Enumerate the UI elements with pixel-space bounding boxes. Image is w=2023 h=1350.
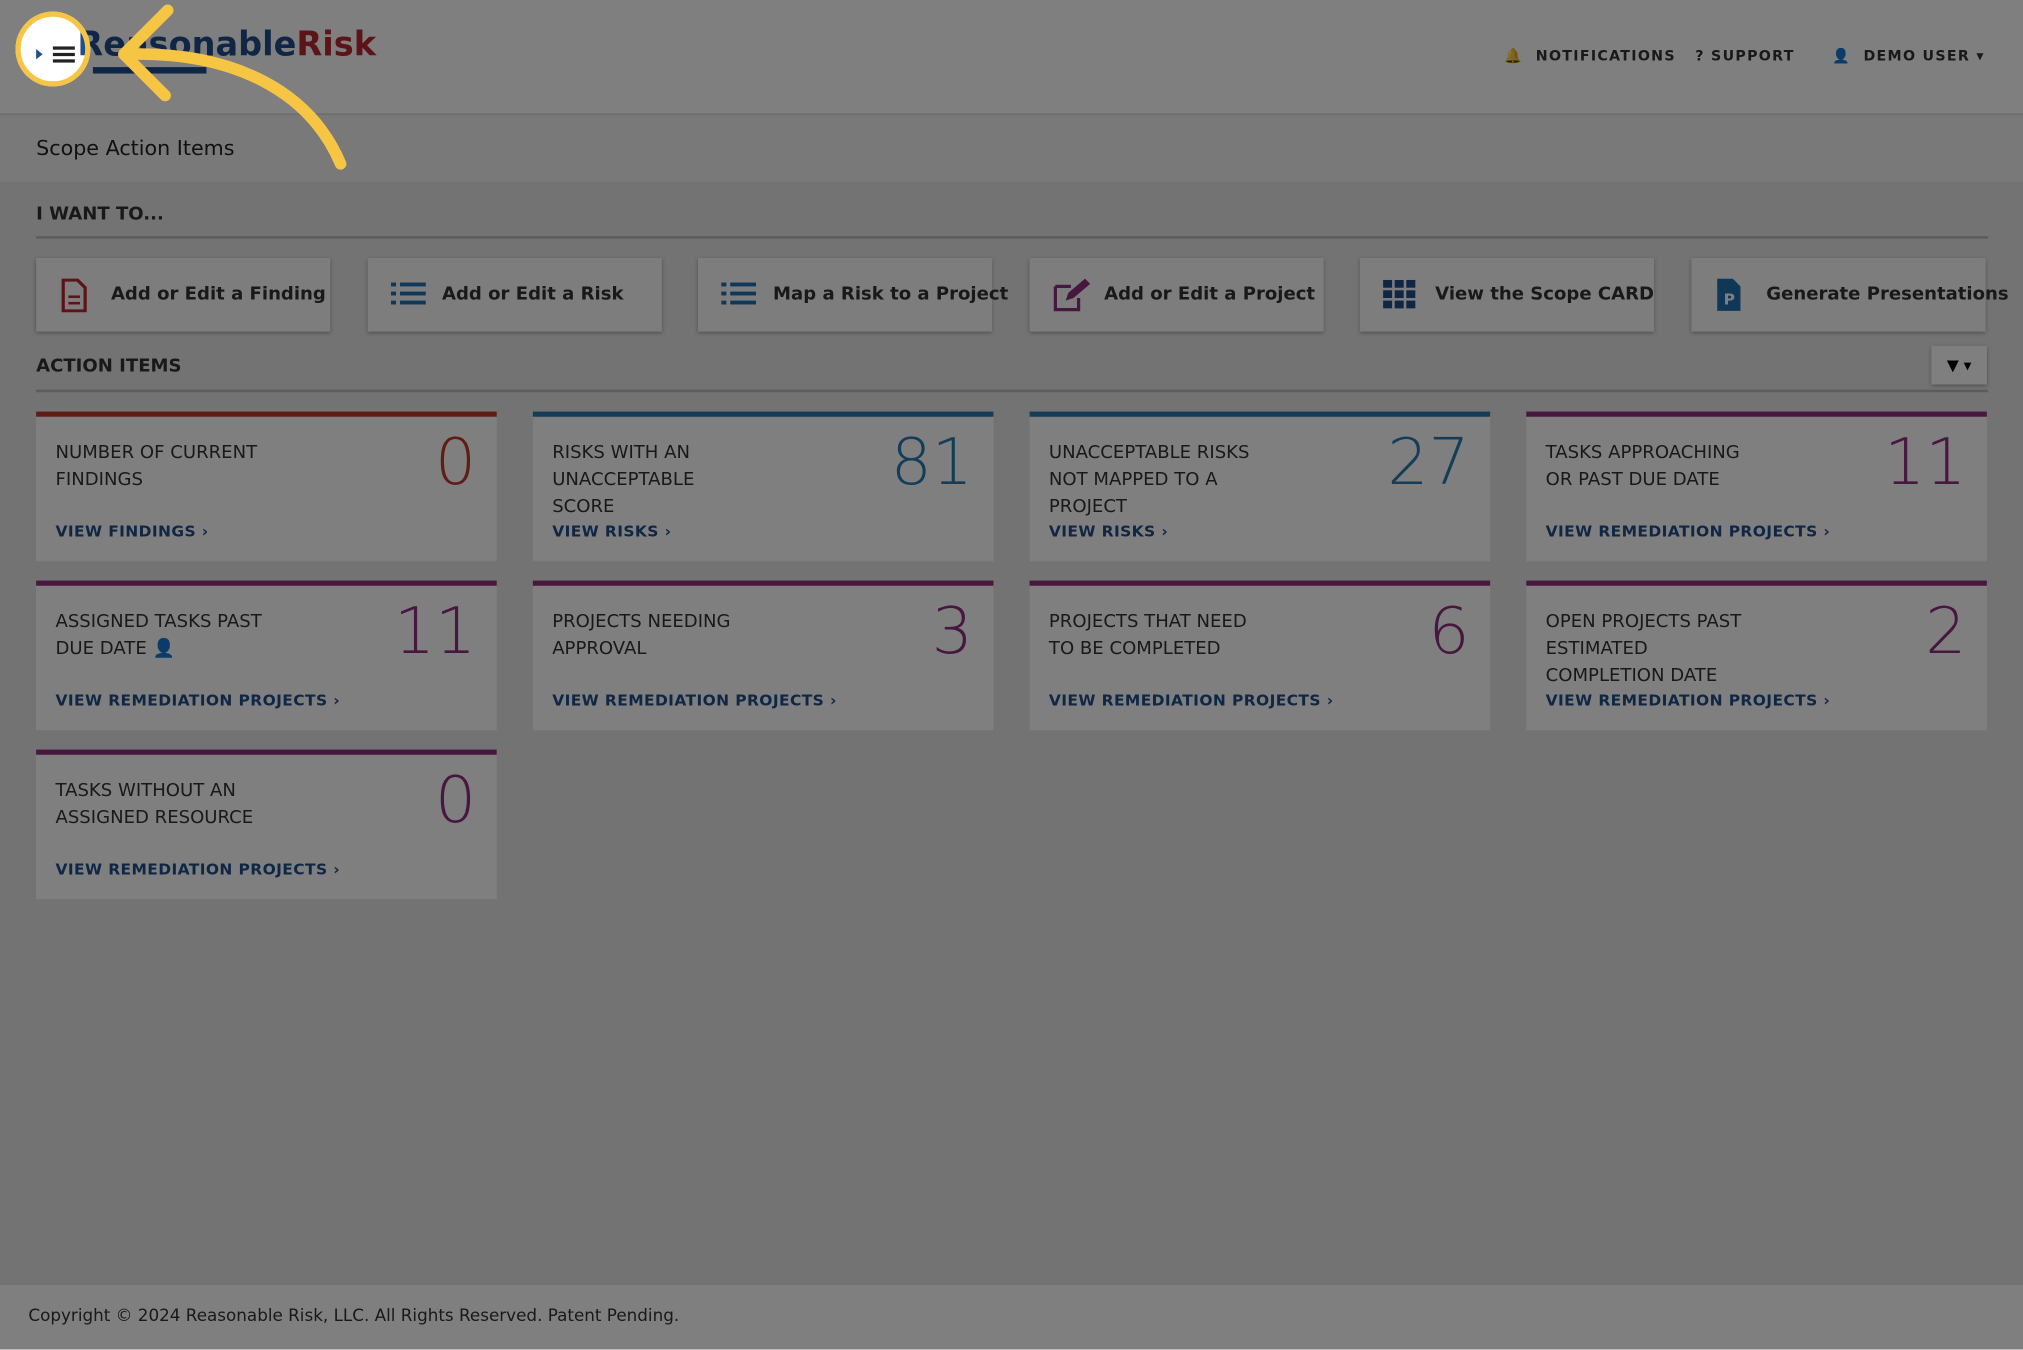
action-label: Add or Edit a Risk (442, 283, 624, 305)
link-text: VIEW REMEDIATION PROJECTS (55, 691, 328, 710)
action-button[interactable]: Add or Edit a Project (1029, 258, 1324, 332)
card-link[interactable]: VIEW REMEDIATION PROJECTS › (55, 861, 340, 879)
card-title: UNACCEPTABLE RISKS NOT MAPPED TO A PROJE… (1048, 442, 1250, 518)
card-link[interactable]: VIEW REMEDIATION PROJECTS › (55, 692, 340, 710)
logo-text: Risk (296, 25, 377, 65)
divider (36, 389, 1989, 393)
chevron: › (1155, 522, 1169, 541)
user-menu[interactable]: 👤 DEMO USER ▾ (1832, 47, 1985, 65)
chevron: › (1320, 691, 1334, 710)
link-text: VIEW REMEDIATION PROJECTS (1545, 691, 1818, 710)
card-link[interactable]: VIEW RISKS › (552, 523, 671, 541)
chevron: › (824, 691, 837, 710)
footer: Copyright © 2024 Reasonable Risk, LLC. A… (0, 1285, 2023, 1350)
action-button[interactable]: Map a Risk to a Project (698, 258, 1008, 332)
card-title: RISKS WITH AN UNACCEPTABLE SCORE (552, 442, 695, 518)
card-title: PROJECTS NEEDING APPROVAL (552, 611, 731, 660)
icon (390, 282, 426, 305)
card-link[interactable]: VIEW REMEDIATION PROJECTS › (1049, 692, 1334, 710)
svg-text:P: P (1724, 290, 1735, 308)
link-text: VIEW RISKS (1048, 522, 1156, 541)
user-icon: 👤 (146, 638, 176, 660)
link-text: VIEW REMEDIATION PROJECTS (1545, 522, 1818, 541)
action-card: NUMBER OF CURRENT FINDINGS 0 VIEW FINDINGS… (36, 411, 497, 562)
card-title: ASSIGNED TASKS PAST DUE DATE 👤 (55, 611, 262, 660)
card-value: 0 (435, 762, 477, 838)
card-title: NUMBER OF CURRENT FINDINGS (55, 442, 258, 491)
icon (61, 278, 87, 313)
chevron: › (658, 522, 672, 541)
logo-bar (92, 67, 207, 74)
highlight (15, 11, 91, 87)
action-label: Add or Edit a Project (1104, 283, 1316, 305)
support[interactable]: ? SUPPORT (1695, 47, 1795, 65)
arrow (118, 4, 347, 170)
chevron: › (196, 522, 209, 541)
card-value: 6 (1428, 593, 1470, 669)
action-card: TASKS APPROACHING OR PAST DUE DATE 11 VIEW… (1526, 411, 1987, 562)
section-heading: I WANT TO... (36, 203, 164, 225)
card-title: TASKS APPROACHING OR PAST DUE DATE (1545, 442, 1740, 491)
chevron: › (1817, 522, 1831, 541)
action-label: Generate Presentations (1766, 283, 2009, 305)
notifications[interactable]: 🔔 NOTIFICATIONS (1504, 47, 1676, 65)
action-card: OPEN PROJECTS PAST ESTIMATED COMPLETION … (1526, 580, 1987, 731)
page-title: Scope Action Items (36, 135, 235, 160)
action-button[interactable]: View the Scope CARD (1360, 258, 1655, 332)
card-link[interactable]: VIEW REMEDIATION PROJECTS › (552, 692, 837, 710)
icon (721, 282, 757, 305)
icon (1383, 279, 1416, 309)
chevron: › (327, 691, 341, 710)
action-label: View the Scope CARD (1435, 283, 1655, 305)
card-value: 0 (435, 424, 477, 500)
card-link[interactable]: VIEW RISKS › (1049, 523, 1168, 541)
action-label: Add or Edit a Finding (110, 283, 326, 305)
card-value: 27 (1387, 424, 1470, 500)
nav-text: NOTIFICATIONS (1535, 47, 1676, 65)
action-button[interactable]: P Generate Presentations (1691, 258, 2009, 332)
chevron: › (327, 860, 341, 879)
link-text: VIEW REMEDIATION PROJECTS (552, 691, 825, 710)
action-card: ASSIGNED TASKS PAST DUE DATE 👤 11 VIEW REM… (36, 580, 497, 731)
link-text: VIEW REMEDIATION PROJECTS (1048, 691, 1321, 710)
nav-text: DEMO USER (1863, 47, 1971, 65)
link-text: VIEW REMEDIATION PROJECTS (55, 860, 328, 879)
action-card: PROJECTS THAT NEED TO BE COMPLETED 6 VIEW … (1029, 580, 1491, 731)
section-heading: ACTION ITEMS (36, 356, 182, 377)
card-value: 2 (1925, 593, 1967, 669)
action-label: Map a Risk to a Project (773, 283, 1009, 305)
icon: P (1717, 278, 1741, 311)
card-value: 3 (931, 593, 973, 669)
card-link[interactable]: VIEW FINDINGS › (55, 523, 208, 541)
card-value: 11 (393, 593, 477, 669)
card-value: 81 (890, 424, 973, 500)
link-text: VIEW FINDINGS (55, 522, 197, 541)
copyright: Copyright © 2024 Reasonable Risk, LLC. A… (28, 1306, 680, 1327)
link-text: VIEW RISKS (552, 522, 659, 541)
action-card: TASKS WITHOUT AN ASSIGNED RESOURCE 0 VIEW … (36, 749, 497, 900)
card-value: 11 (1884, 424, 1967, 500)
action-card: PROJECTS NEEDING APPROVAL 3 VIEW REMEDIATI… (532, 580, 994, 731)
card-link[interactable]: VIEW REMEDIATION PROJECTS › (1546, 692, 1831, 710)
card-title: PROJECTS THAT NEED TO BE COMPLETED (1048, 611, 1247, 660)
filter-button[interactable]: ▼ ▾ (1931, 345, 1987, 385)
action-button[interactable]: Add or Edit a Finding (36, 258, 331, 332)
action-card: UNACCEPTABLE RISKS NOT MAPPED TO A PROJE… (1029, 411, 1491, 562)
action-card: RISKS WITH AN UNACCEPTABLE SCORE 81 VIEW R… (532, 411, 994, 562)
icon (1053, 278, 1090, 312)
nav-text: SUPPORT (1711, 47, 1795, 65)
chevron: › (1817, 691, 1831, 710)
divider (36, 236, 1989, 239)
card-title: TASKS WITHOUT AN ASSIGNED RESOURCE (55, 780, 254, 829)
action-button[interactable]: Add or Edit a Risk (367, 258, 662, 332)
card-title: OPEN PROJECTS PAST ESTIMATED COMPLETION … (1545, 611, 1742, 687)
card-link[interactable]: VIEW REMEDIATION PROJECTS › (1546, 523, 1831, 541)
